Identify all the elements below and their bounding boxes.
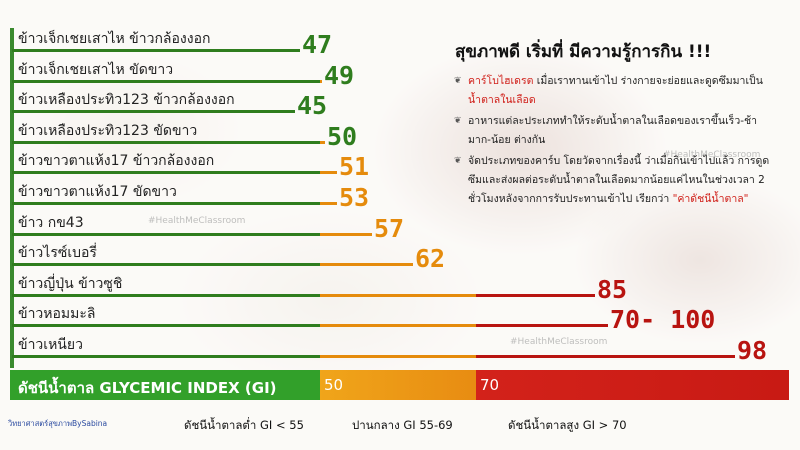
- watermark: #HealthMeClassroom: [510, 337, 608, 347]
- gi-bar-segment: [12, 110, 295, 114]
- row-label: ข้าวเหนียว: [18, 337, 83, 353]
- gi-bar-segment: [12, 263, 320, 267]
- legend-high: ดัชนีน้ำตาลสูง GI > 70: [508, 418, 627, 432]
- gi-bar-segment: [12, 49, 300, 52]
- gi-value-label: 50: [327, 121, 358, 151]
- watermark: #HealthMeClassroom: [663, 150, 761, 160]
- gi-tick-70: 70: [480, 376, 500, 394]
- gi-bar-segment: [12, 324, 320, 328]
- row-label: ข้าวเหลืองประทิว123 ขัดขาว: [18, 122, 198, 139]
- bullet-text: จัดประเภทของคาร์บ โดยวัดจากเรื่องนี้ ว่า…: [468, 155, 770, 205]
- gi-value-label: 98: [737, 336, 768, 365]
- gi-bar-segment: [12, 171, 320, 175]
- gi-scale-mid: [320, 370, 476, 400]
- watermark: #HealthMeClassroom: [148, 216, 246, 226]
- gi-bar-segment: [320, 355, 476, 358]
- bullet-text: อาหารแต่ละประเภททำให้ระดับน้ำตาลในเลือดข…: [468, 115, 758, 146]
- info-bullet: ❦ อาหารแต่ละประเภททำให้ระดับน้ำตาลในเลือด…: [450, 112, 780, 150]
- row-label: ข้าวญี่ปุ่น ข้าวซูชิ: [18, 275, 123, 292]
- row-label: ข้าวขาวตาแห้ง17 ขัดขาว: [18, 184, 177, 200]
- info-bullet: ❦ คาร์โบไฮเดรต เมื่อเราทานเข้าไป ร่างกายจ…: [450, 72, 780, 110]
- gi-bar-segment: [320, 324, 476, 328]
- gi-bar-segment: [12, 232, 320, 236]
- row-label: ข้าวขาวตาแห้ง17 ข้าวกล้องงอก: [18, 153, 215, 170]
- gi-bar-segment: [320, 171, 337, 175]
- gi-bar-segment: [320, 293, 476, 297]
- bullet-text: เมื่อเราทานเข้าไป ร่างกายจะย่อยและดูดซึม…: [533, 75, 763, 87]
- gi-bar-segment: [12, 140, 320, 144]
- gi-value-label: 51: [339, 152, 370, 182]
- gi-value-label: 53: [339, 183, 370, 212]
- row-label: ข้าวเจ็กเชยเสาไห ขัดขาว: [18, 61, 174, 78]
- bullet-text: น้ำตาลในเลือด: [468, 94, 536, 106]
- bullet-text: คาร์โบไฮเดรต: [468, 75, 534, 87]
- gi-value-label: 85: [597, 274, 628, 304]
- gi-tick-50: 50: [324, 376, 344, 394]
- legend-low: ดัชนีน้ำตาลต่ำ GI < 55: [184, 418, 304, 432]
- gi-bar-segment: [476, 293, 595, 297]
- gi-bar-segment: [476, 324, 608, 328]
- gi-value-label: 49: [324, 60, 355, 90]
- bullet-text: "ค่าดัชนีน้ำตาล": [672, 193, 749, 205]
- row-label: ข้าวไรซ์เบอรี่: [18, 245, 97, 262]
- gi-scale-label: ดัชนีน้ำตาล GLYCEMIC INDEX (GI): [18, 379, 277, 397]
- bullet-icon: ❦: [454, 116, 462, 126]
- gi-scale-low: [10, 370, 320, 400]
- bullet-icon: ❦: [454, 76, 462, 86]
- axis-bar: [10, 28, 14, 368]
- info-bullets: ❦ คาร์โบไฮเดรต เมื่อเราทานเข้าไป ร่างกายจ…: [450, 72, 780, 211]
- gi-bar-segment: [476, 355, 735, 358]
- page-title: สุขภาพดี เริ่มที่ มีความรู้การกิน !!!: [455, 42, 712, 62]
- gi-bar-segment: [12, 293, 320, 297]
- gi-value-label: 47: [302, 30, 333, 59]
- gi-bar-segment: [12, 79, 320, 83]
- legend-mid: ปานกลาง GI 55-69: [352, 418, 453, 432]
- gi-bar-segment: [320, 232, 372, 236]
- gi-bar-segment: [320, 140, 325, 144]
- gi-value-label: 70- 100: [610, 305, 716, 335]
- info-bullet: ❦ จัดประเภทของคาร์บ โดยวัดจากเรื่องนี้ ว่…: [450, 152, 780, 209]
- row-label: ข้าว กข43: [18, 214, 84, 231]
- gi-bar-segment: [320, 202, 337, 205]
- row-label: ข้าวเจ็กเชยเสาไห ข้าวกล้องงอก: [18, 31, 211, 47]
- gi-bar-segment: [12, 355, 320, 358]
- bullet-icon: ❦: [454, 156, 462, 166]
- row-label: ข้าวเหลืองประทิว123 ข้าวกล้องงอก: [18, 92, 235, 109]
- gi-value-label: 45: [297, 91, 328, 121]
- gi-value-label: 62: [415, 244, 446, 274]
- gi-bar-segment: [12, 202, 320, 205]
- gi-scale-high: [476, 370, 789, 400]
- credit: วิทยาศาสตร์สุขภาพBySabina: [8, 419, 108, 428]
- gi-bar-segment: [320, 79, 322, 83]
- gi-bar-segment: [320, 263, 413, 267]
- gi-value-label: 57: [374, 213, 405, 243]
- row-label: ข้าวหอมมะลิ: [18, 306, 96, 323]
